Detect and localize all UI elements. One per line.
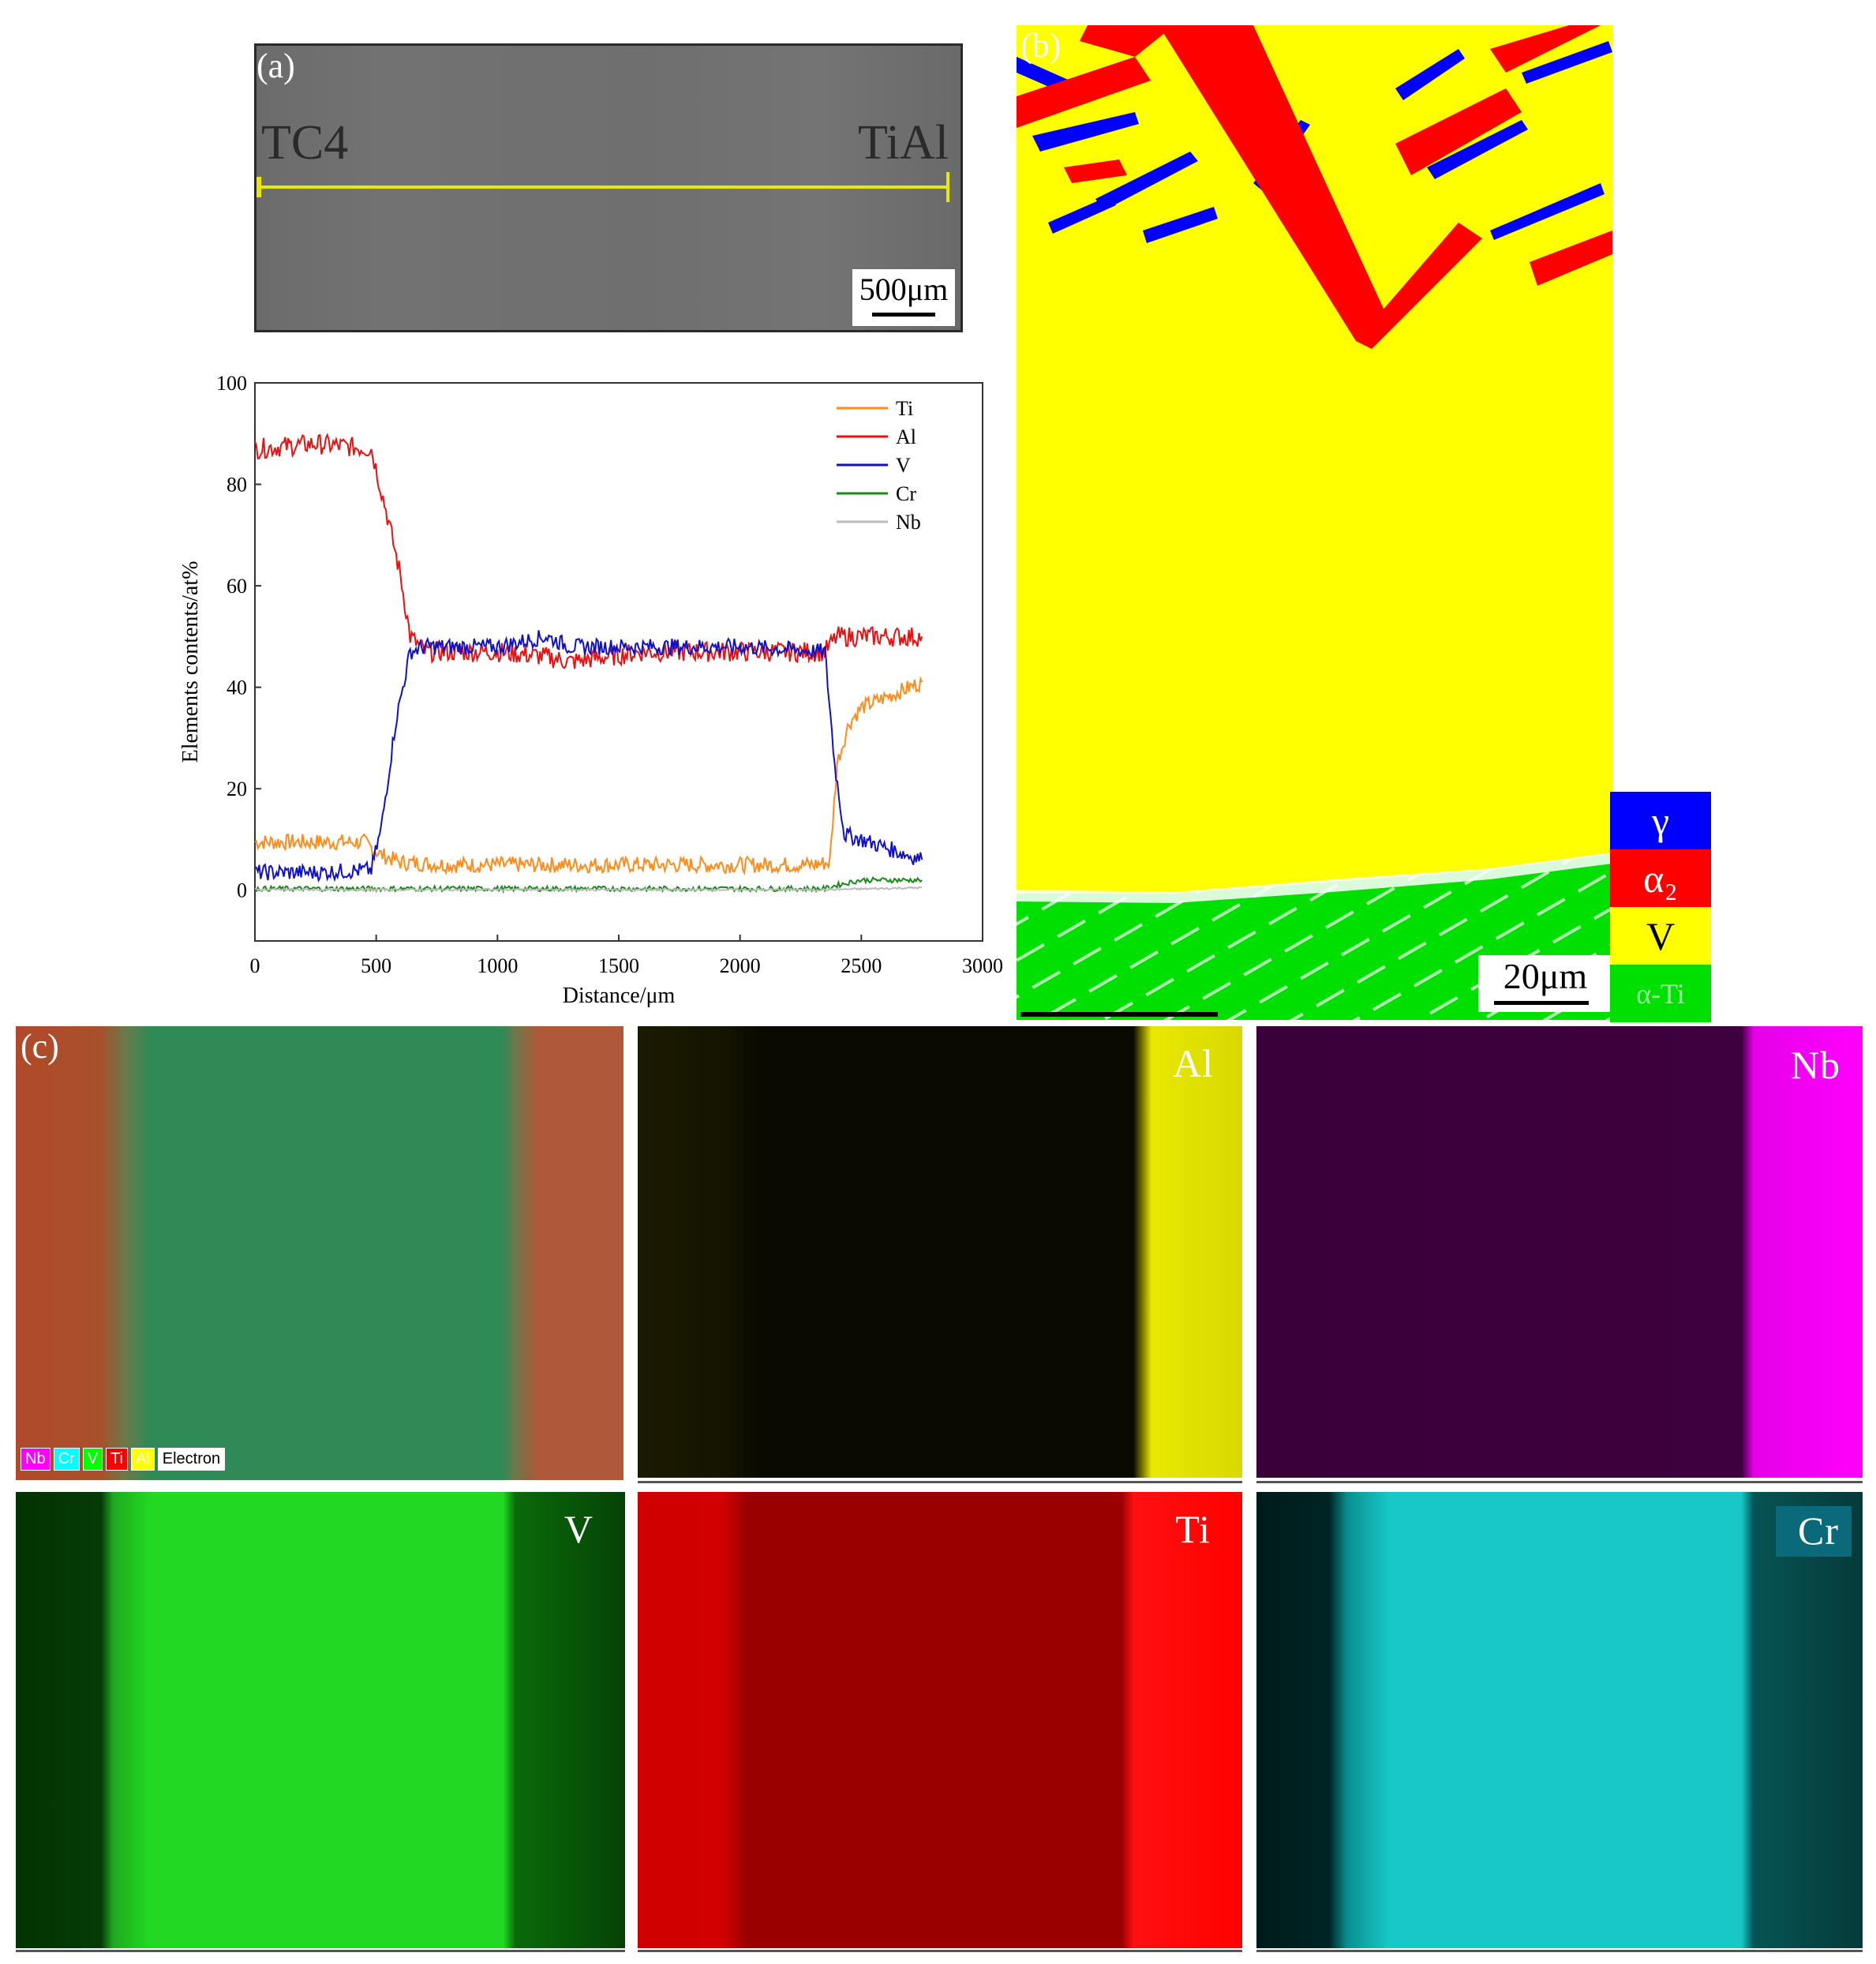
- divider-cr: [1256, 1950, 1863, 1952]
- series-line-ti: [254, 676, 923, 876]
- divider-v: [16, 1950, 625, 1952]
- nb-map-label: Nb: [1790, 1043, 1840, 1087]
- legend-label: V: [896, 454, 911, 477]
- tial-label: TiAl: [858, 116, 949, 170]
- line-scan-end-marker: [946, 172, 949, 202]
- series-line-nb: [254, 886, 923, 892]
- line-scan-path: [260, 186, 949, 189]
- phase-legend-symbol: V: [1646, 913, 1676, 958]
- ti-map-label: Ti: [1175, 1507, 1211, 1551]
- composite-legend-item: Ti: [106, 1448, 128, 1471]
- y-tick-label: 20: [227, 778, 247, 800]
- x-tick-label: 2000: [720, 954, 761, 977]
- eds-map-cr: Cr: [1256, 1492, 1863, 1948]
- divider-ti: [638, 1950, 1242, 1952]
- y-tick-label: 100: [216, 372, 247, 395]
- legend-label: Cr: [896, 482, 916, 505]
- y-tick-label: 80: [227, 474, 247, 497]
- legend-label: Al: [896, 425, 916, 448]
- composite-legend: Nb Cr V Ti Al Electron: [21, 1448, 226, 1471]
- scale-bar-text-a: 500μm: [859, 272, 949, 307]
- x-tick-label: 0: [250, 954, 260, 977]
- phase-legend-symbol: γ: [1651, 798, 1670, 843]
- series-line-al: [254, 433, 923, 669]
- x-tick-label: 500: [361, 954, 391, 977]
- x-tick-label: 3000: [962, 954, 1003, 977]
- cr-label-box: [1776, 1506, 1852, 1557]
- v-map-label: V: [564, 1507, 594, 1551]
- phase-map-panel-b: (b) 20μm: [1017, 25, 1612, 1020]
- composite-legend-item: Nb: [21, 1448, 51, 1471]
- x-tick-label: 1000: [477, 954, 518, 977]
- phase-map-texture: [1017, 25, 1612, 1020]
- line-scan-start-marker: [256, 177, 261, 197]
- y-tick-label: 60: [227, 575, 247, 598]
- divider-al: [638, 1481, 1242, 1483]
- eds-map-v: V: [16, 1492, 625, 1948]
- legend-label: Nb: [896, 511, 921, 534]
- panel-c-label: (c): [21, 1027, 59, 1066]
- tc4-label: TC4: [261, 116, 349, 170]
- scale-bar-a: [872, 313, 935, 317]
- y-tick-label: 40: [227, 677, 247, 699]
- phase-legend-symbol: α-Ti: [1636, 977, 1685, 1010]
- al-map-label: Al: [1173, 1041, 1214, 1085]
- eds-map-al: Al: [638, 1026, 1242, 1478]
- phase-legend-item: γ: [1610, 792, 1711, 849]
- cr-map-label: Cr: [1798, 1509, 1839, 1553]
- scale-bar-text-b: 20μm: [1503, 956, 1588, 996]
- line-scan-chart: 0 500 1000 1500 2000 2500 3000 0 20 40 60 80 100 Ti A…: [178, 372, 1003, 1008]
- phase-legend-item: α-Ti: [1610, 965, 1711, 1022]
- scale-bar-box-a: [852, 269, 955, 326]
- composite-legend-item: Al: [130, 1448, 155, 1471]
- y-tick-label: 0: [237, 879, 247, 902]
- panel-b-label: (b): [1020, 26, 1062, 65]
- eds-composite-map: (c) Nb Cr V Ti Al Electron: [16, 1026, 623, 1480]
- phase-legend-item: V: [1610, 907, 1711, 965]
- phase-legend-item: α₂: [1610, 849, 1711, 907]
- y-axis-label: Elements contents/at%: [178, 561, 203, 763]
- eds-map-ti: Ti: [638, 1492, 1242, 1948]
- legend-label: Ti: [896, 397, 913, 420]
- divider-nb: [1256, 1481, 1863, 1483]
- composite-legend-item: V: [82, 1448, 103, 1471]
- scale-bar-b: [1494, 1001, 1589, 1005]
- sem-image-panel-a: (a) TC4 TiAl 500μm: [254, 43, 963, 332]
- composite-legend-item: Electron: [157, 1448, 226, 1471]
- phase-legend-symbol: α₂: [1643, 856, 1678, 901]
- x-tick-label: 2500: [841, 954, 882, 977]
- series-line-v: [254, 630, 923, 883]
- x-tick-label: 1500: [598, 954, 639, 977]
- x-axis-label: Distance/μm: [563, 984, 676, 1008]
- eds-map-nb: Nb: [1256, 1026, 1863, 1478]
- panel-a-label: (a): [256, 47, 295, 85]
- composite-legend-item: Cr: [53, 1448, 80, 1471]
